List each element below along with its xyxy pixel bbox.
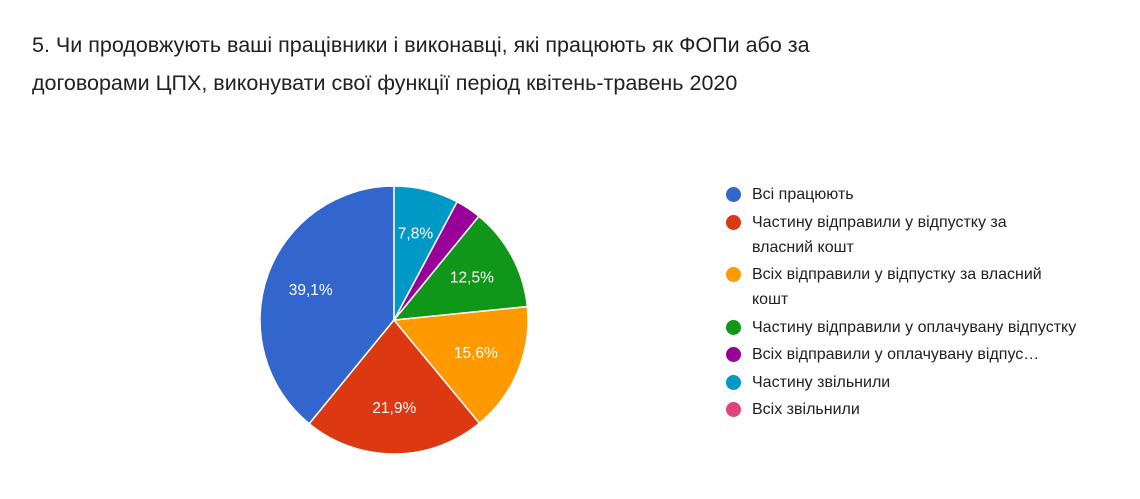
legend-item-1[interactable]: Частину відправили у відпустку за власни… xyxy=(726,210,1086,260)
chart-legend: Всі працюють Частину відправили у відпуст… xyxy=(726,182,1086,425)
pie-slice-label-3: 12,5% xyxy=(450,270,494,287)
pie-slice-label-0: 39,1% xyxy=(289,282,333,299)
legend-label-5: Частину звільнили xyxy=(752,373,891,391)
pie-labels: 39,1% 21,9% 15,6% 12,5% 7,8% xyxy=(289,226,498,417)
legend-swatch-3 xyxy=(726,319,741,335)
legend-label-4: Всіх відправили у оплачувану відпус… xyxy=(752,346,1040,363)
legend-swatch-1 xyxy=(726,214,741,230)
legend-item-6[interactable]: Всіх звільнили xyxy=(726,397,1086,422)
pie-slice-1[interactable] xyxy=(308,318,481,455)
legend-item-5[interactable]: Частину звільнили xyxy=(726,370,1086,395)
legend-item-2[interactable]: Всіх відправили у відпустку за власний к… xyxy=(726,262,1086,312)
pie-slice-label-1: 21,9% xyxy=(372,400,416,417)
pie-slice-label-2: 15,6% xyxy=(454,345,498,362)
pie-slice-5[interactable] xyxy=(393,185,459,321)
legend-swatch-0 xyxy=(726,187,741,202)
pie-slice-3[interactable] xyxy=(392,215,529,321)
legend-label-1: Частину відправили у відпустку за власни… xyxy=(752,213,1007,256)
pie-slice-0[interactable] xyxy=(259,185,395,425)
pie-slice-2[interactable] xyxy=(392,305,529,425)
legend-swatch-2 xyxy=(726,267,741,282)
chart-title: 5. Чи продовжують ваші працівники і вико… xyxy=(32,33,810,95)
legend-label-3: Частину відправили у оплачувану відпустк… xyxy=(752,318,1077,336)
pie-slice-label-5: 7,8% xyxy=(398,226,434,243)
legend-swatch-6 xyxy=(726,402,741,417)
legend-swatch-4 xyxy=(726,347,741,362)
legend-label-6: Всіх звільнили xyxy=(752,401,860,418)
legend-swatch-5 xyxy=(726,374,741,390)
legend-item-3[interactable]: Частину відправили у оплачувану відпустк… xyxy=(726,315,1086,340)
pie-slices xyxy=(259,185,529,455)
legend-label-2: Всіх відправили у відпустку за власний к… xyxy=(752,266,1042,308)
legend-label-0: Всі працюють xyxy=(752,186,854,203)
legend-item-4[interactable]: Всіх відправили у оплачувану відпус… xyxy=(726,342,1086,367)
legend-item-0[interactable]: Всі працюють xyxy=(726,182,1086,207)
